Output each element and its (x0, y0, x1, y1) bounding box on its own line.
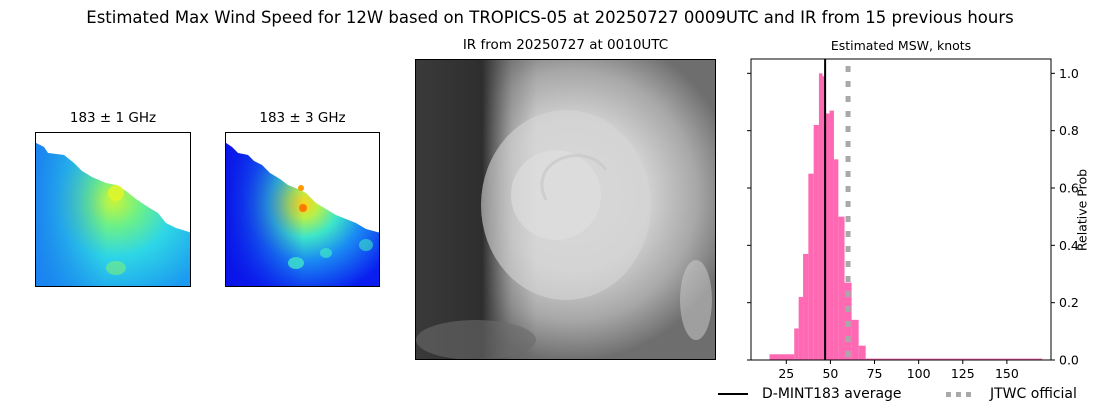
y-axis-ticks: 0.0 0.2 0.4 0.6 0.8 1.0 (747, 66, 1079, 368)
histogram-bar (838, 216, 845, 360)
histogram-bar (769, 354, 795, 360)
histogram-bar (826, 113, 830, 360)
hist-title: Estimated MSW, knots (830, 38, 972, 53)
x-tick-label: 150 (995, 366, 1019, 381)
x-axis-ticks: 25 50 75 100 125 150 (778, 360, 1019, 381)
histogram-bar (798, 296, 804, 360)
histogram-bar (865, 358, 1043, 360)
histogram-bars (769, 73, 1043, 360)
x-tick-label: 75 (867, 366, 883, 381)
figure-title: Estimated Max Wind Speed for 12W based o… (86, 8, 1014, 27)
y-tick-label: 0.4 (1059, 238, 1079, 253)
histogram-bar (833, 159, 839, 360)
y-tick-label: 0.0 (1059, 353, 1079, 368)
ir-title: IR from 20250727 at 0010UTC (462, 37, 669, 53)
solid-line-swatch-icon (718, 393, 748, 395)
x-tick-label: 50 (822, 366, 838, 381)
y-tick-label: 1.0 (1059, 66, 1079, 81)
ir-field (416, 60, 715, 359)
x-tick-label: 125 (951, 366, 975, 381)
histogram-bar (818, 73, 823, 360)
msw-histogram: 25 50 75 100 125 150 0.0 0.2 0.4 0.6 0.8 1.0 (747, 58, 1079, 381)
mw2-title: 183 ± 3 GHz (259, 110, 346, 126)
x-tick-label: 100 (907, 366, 931, 381)
mw2-field (226, 143, 379, 286)
y-axis-label: Relative Prob (1074, 168, 1090, 252)
histogram-bar (794, 328, 799, 360)
legend-label-average: D-MINT183 average (762, 386, 902, 402)
mw1-title: 183 ± 1 GHz (69, 110, 157, 126)
x-tick-label: 25 (778, 366, 794, 381)
histogram-bar (813, 124, 819, 360)
y-tick-label: 0.6 (1059, 181, 1079, 196)
mw1-field (36, 143, 190, 286)
histogram-bar (808, 173, 814, 360)
microwave-183-3ghz-image (225, 132, 380, 287)
ir-satellite-image (415, 59, 716, 360)
histogram-bar (803, 253, 809, 360)
histogram-bar (858, 345, 866, 360)
legend-item-average: D-MINT183 average (718, 386, 902, 402)
hist-frame (750, 58, 1052, 361)
y-tick-label: 0.2 (1059, 295, 1079, 310)
microwave-183-1ghz-image (35, 132, 191, 287)
legend-label-jtwc: JTWC official (990, 386, 1077, 402)
legend-item-jtwc: JTWC official (946, 386, 1077, 402)
dotted-line-swatch-icon (946, 391, 976, 397)
histogram-bar (829, 110, 834, 360)
histogram-bar (851, 319, 859, 360)
y-tick-label: 0.8 (1059, 123, 1079, 138)
